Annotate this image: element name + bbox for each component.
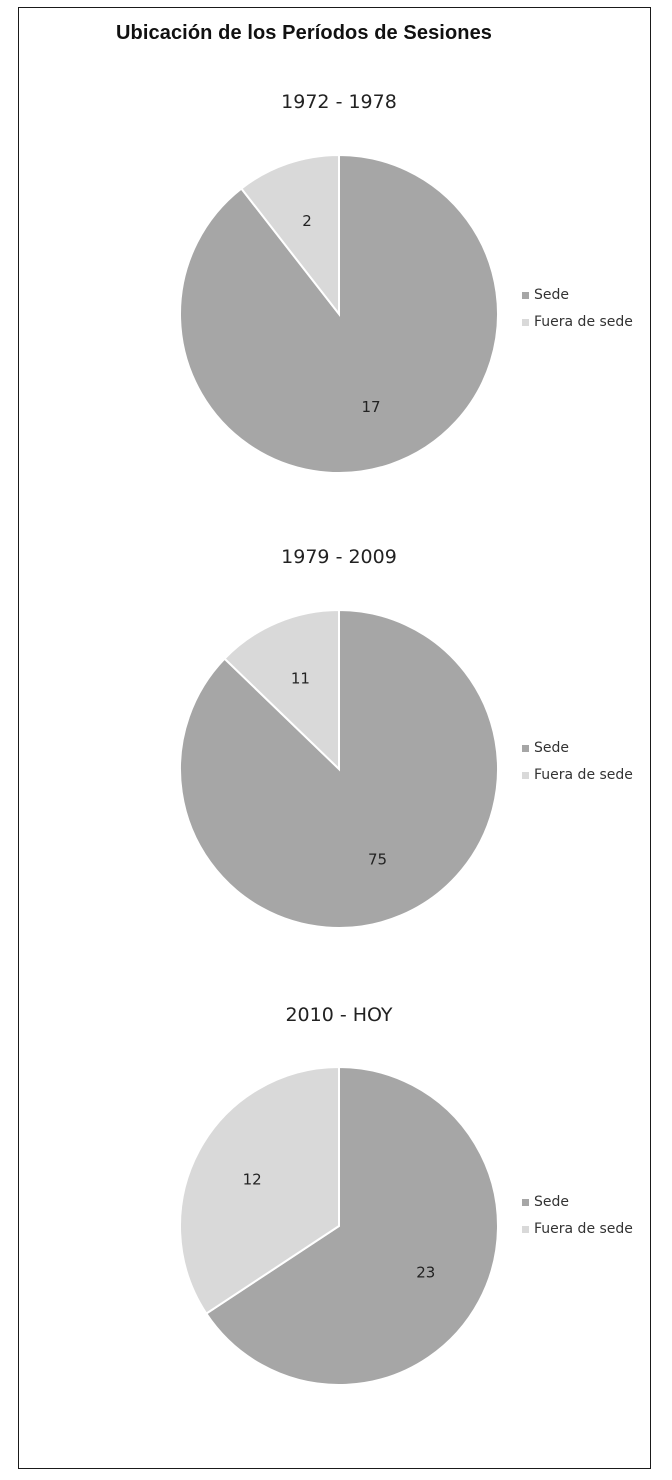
legend-label: Sede — [534, 740, 569, 756]
pie-slice-fuera-de-sede — [179, 1065, 340, 1315]
pie-data-label: 75 — [368, 851, 387, 869]
legend-swatch — [522, 772, 529, 779]
pie-data-label: 17 — [361, 398, 380, 416]
legend-label: Fuera de sede — [534, 767, 633, 783]
pie-chart-title: 2010 - HOY — [285, 1004, 392, 1026]
pie-data-label: 11 — [291, 669, 310, 687]
pie-data-label: 23 — [416, 1264, 435, 1282]
chart-title: Ubicación de los Períodos de Sesiones — [116, 22, 493, 44]
legend-label: Fuera de sede — [534, 314, 633, 330]
pie-chart-1: 1972 - 1978 17 2 Sede Fuera de sede — [179, 91, 633, 474]
pie-slice-fuera-de-sede — [223, 608, 340, 772]
pie-chart-title: 1979 - 2009 — [281, 546, 397, 568]
pie-slice-sede — [204, 1065, 500, 1386]
pie-chart-title: 1972 - 1978 — [281, 91, 397, 113]
pie-chart-2: 1979 - 2009 75 11 Sede Fuera de sede — [179, 546, 633, 929]
pie-data-label: 12 — [243, 1170, 262, 1188]
pie-slice-fuera-de-sede — [239, 153, 340, 317]
legend-swatch — [522, 319, 529, 326]
legend-swatch — [522, 745, 529, 752]
legend-swatch — [522, 1199, 529, 1206]
legend-label: Sede — [534, 1194, 569, 1210]
legend-label: Sede — [534, 287, 569, 303]
pie-chart-3: 2010 - HOY 23 12 Sede Fuera de sede — [179, 1004, 633, 1386]
pie-data-label: 2 — [302, 212, 312, 230]
legend-swatch — [522, 1226, 529, 1233]
legend-label: Fuera de sede — [534, 1221, 633, 1237]
legend-swatch — [522, 292, 529, 299]
